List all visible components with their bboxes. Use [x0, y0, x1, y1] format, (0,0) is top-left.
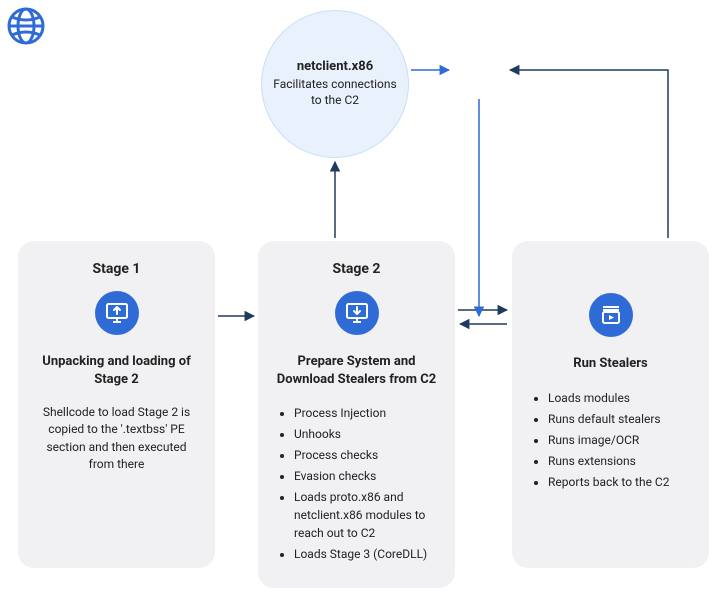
c2-title: netclient.x86 [297, 59, 373, 74]
list-item: Reports back to the C2 [548, 473, 691, 491]
stage2-title: Stage 2 [276, 261, 437, 277]
list-item: Evasion checks [294, 467, 437, 485]
list-item: Unhooks [294, 425, 437, 443]
upload-monitor-icon [105, 301, 129, 325]
list-item: Loads modules [548, 389, 691, 407]
stage2-icon-bg [335, 291, 379, 335]
download-monitor-icon [345, 301, 369, 325]
list-item: Runs image/OCR [548, 431, 691, 449]
run-icon [599, 303, 623, 327]
list-item: Runs default stealers [548, 410, 691, 428]
list-item: Runs extensions [548, 452, 691, 470]
stage2-bullets: Process Injection Unhooks Process checks… [276, 404, 437, 563]
spacer [530, 261, 691, 293]
stage3-icon-bg [589, 293, 633, 337]
stage3-subtitle: Run Stealers [530, 355, 691, 373]
list-item: Loads Stage 3 (CoreDLL) [294, 545, 437, 563]
stage2-subtitle: Prepare System and Download Stealers fro… [276, 353, 437, 388]
stage3-box: Run Stealers Loads modules Runs default … [512, 241, 709, 568]
globe-node [0, 0, 52, 52]
c2-node: netclient.x86 Facilitates connections to… [261, 10, 409, 158]
stage1-desc: Shellcode to load Stage 2 is copied to t… [36, 404, 197, 474]
list-item: Loads proto.x86 and netclient.x86 module… [294, 488, 437, 542]
list-item: Process checks [294, 446, 437, 464]
stage1-icon-bg [95, 291, 139, 335]
stage1-box: Stage 1 Unpacking and loading of Stage 2… [18, 241, 215, 568]
stage3-bullets: Loads modules Runs default stealers Runs… [530, 389, 691, 491]
c2-desc: Facilitates connections to the C2 [272, 77, 398, 108]
stage1-subtitle: Unpacking and loading of Stage 2 [36, 353, 197, 388]
list-item: Process Injection [294, 404, 437, 422]
stage1-title: Stage 1 [36, 261, 197, 277]
stage2-box: Stage 2 Prepare System and Download Stea… [258, 241, 455, 588]
globe-icon [5, 5, 47, 47]
